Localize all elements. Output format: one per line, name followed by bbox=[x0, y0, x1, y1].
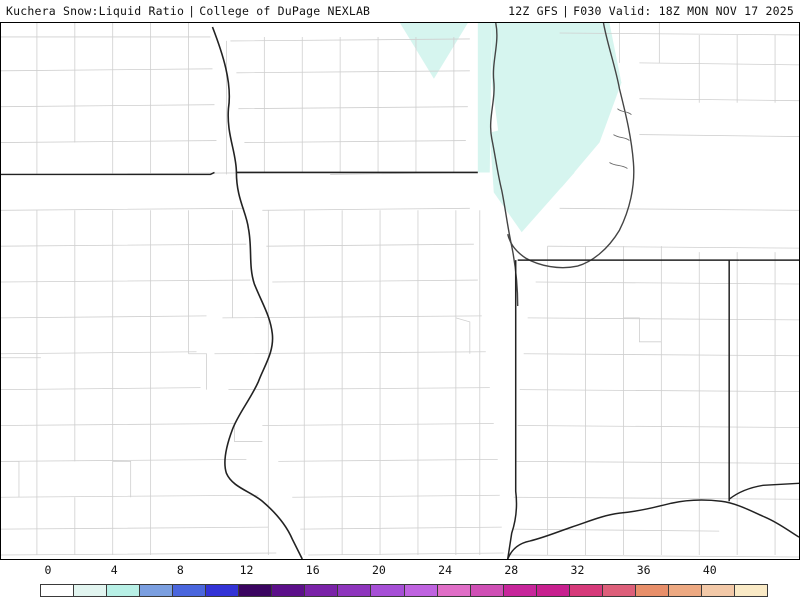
colorbar-swatches bbox=[40, 584, 768, 597]
colorbar-swatch bbox=[305, 585, 339, 596]
colorbar-tick-label: 12 bbox=[239, 563, 254, 577]
colorbar-swatch bbox=[41, 585, 75, 596]
colorbar-tick-label: 0 bbox=[44, 563, 52, 577]
colorbar-swatch bbox=[701, 585, 735, 596]
colorbar-swatch bbox=[404, 585, 438, 596]
minor-hydrography bbox=[609, 108, 632, 169]
county-lines bbox=[1, 23, 799, 558]
colorbar-tick-label: 36 bbox=[636, 563, 651, 577]
colorbar-swatch bbox=[74, 585, 108, 596]
colorbar-tick-label: 4 bbox=[110, 563, 118, 577]
colorbar-tick-label: 8 bbox=[176, 563, 184, 577]
colorbar-tick-label: 16 bbox=[305, 563, 320, 577]
product-title: Kuchera Snow:Liquid Ratio bbox=[6, 4, 185, 18]
colorbar-swatch bbox=[569, 585, 603, 596]
colorbar-tick-label: 40 bbox=[702, 563, 717, 577]
colorbar-tick-label: 28 bbox=[504, 563, 519, 577]
map-geography-svg bbox=[1, 23, 799, 559]
colorbar-swatch bbox=[140, 585, 174, 596]
colorbar-swatch bbox=[536, 585, 570, 596]
map-header: Kuchera Snow:Liquid Ratio | College of DuP… bbox=[0, 0, 800, 22]
colorbar-swatch bbox=[206, 585, 240, 596]
colorbar-swatch bbox=[173, 585, 207, 596]
colorbar-swatch bbox=[338, 585, 372, 596]
colorbar-tick-label: 32 bbox=[570, 563, 585, 577]
colorbar-swatch bbox=[371, 585, 405, 596]
colorbar-swatch bbox=[734, 585, 768, 596]
valid-time: F030 Valid: 18Z MON NOV 17 2025 bbox=[573, 4, 794, 18]
model-run: 12Z GFS bbox=[508, 4, 559, 18]
header-left: Kuchera Snow:Liquid Ratio | College of DuP… bbox=[6, 4, 370, 18]
colorbar: 0 4 8 12 16 20 24 28 32 36 40 bbox=[0, 562, 800, 600]
colorbar-swatch bbox=[239, 585, 273, 596]
colorbar-swatch bbox=[503, 585, 537, 596]
header-left-separator: | bbox=[188, 4, 196, 18]
colorbar-swatch bbox=[470, 585, 504, 596]
shaded-ratio-band bbox=[400, 23, 622, 233]
header-right-separator: | bbox=[562, 4, 570, 18]
colorbar-swatch bbox=[107, 585, 141, 596]
map-canvas[interactable] bbox=[0, 22, 800, 560]
colorbar-swatch bbox=[437, 585, 471, 596]
colorbar-tick-label: 20 bbox=[371, 563, 386, 577]
colorbar-swatch bbox=[272, 585, 306, 596]
colorbar-swatch bbox=[668, 585, 702, 596]
colorbar-tick-label: 24 bbox=[438, 563, 453, 577]
header-right: 12Z GFS | F030 Valid: 18Z MON NOV 17 2025 bbox=[508, 4, 794, 18]
state-lines bbox=[1, 23, 799, 559]
colorbar-tick-labels: 0 4 8 12 16 20 24 28 32 36 40 bbox=[0, 562, 800, 580]
colorbar-swatch bbox=[602, 585, 636, 596]
product-source: College of DuPage NEXLAB bbox=[199, 4, 371, 18]
colorbar-swatch bbox=[635, 585, 669, 596]
